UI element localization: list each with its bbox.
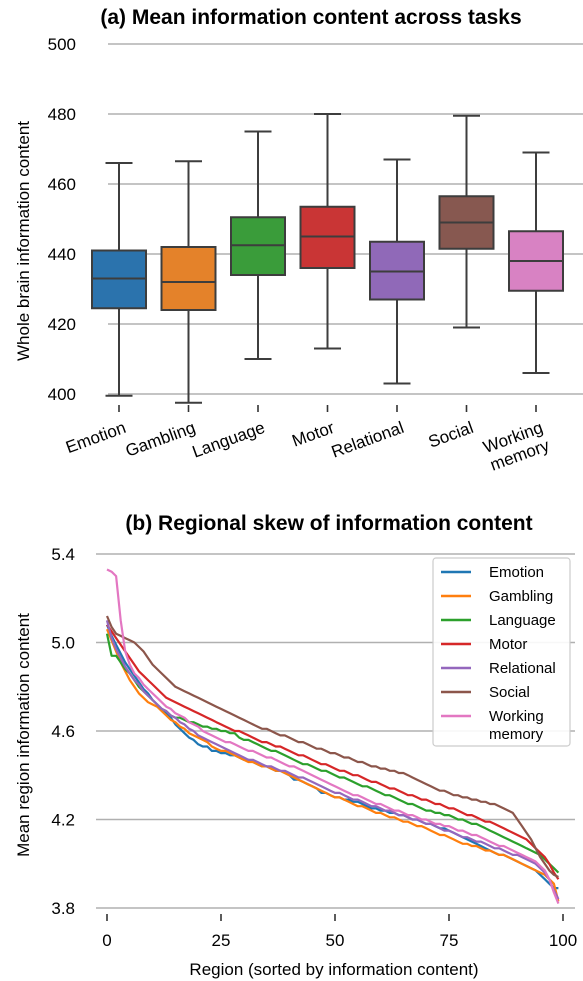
- legend-item: Motor: [441, 636, 527, 653]
- box-gambling: [160, 160, 217, 404]
- y-tick-label: 400: [48, 385, 76, 404]
- x-tick-label-line: Gambling: [123, 418, 198, 461]
- panel-a-y-ticks: 400 420 440 460 480 500: [48, 35, 76, 404]
- legend-label-line: Language: [489, 612, 556, 629]
- x-tick-label: Social: [426, 418, 476, 452]
- legend-label: Emotion: [489, 564, 544, 581]
- box-motor: [299, 113, 356, 350]
- panel-a-title: (a) Mean information content across task…: [100, 6, 521, 29]
- x-tick-label: Emotion: [63, 418, 128, 457]
- series-line-relational: [105, 620, 560, 900]
- legend-label-line: Working: [489, 708, 544, 725]
- panel-a-boxes: [91, 113, 564, 404]
- box-iqr: [160, 246, 217, 311]
- panel-b-y-ticks: 3.8 4.2 4.6 5.0 5.4: [51, 545, 75, 918]
- y-tick-label: 500: [48, 35, 76, 54]
- y-tick-label: 480: [48, 105, 76, 124]
- box-working-memory: [508, 151, 564, 374]
- legend-label: Motor: [489, 636, 527, 653]
- legend-label-line: Gambling: [489, 588, 553, 605]
- y-tick-label: 5.4: [51, 545, 75, 564]
- box-emotion: [91, 162, 147, 397]
- x-tick-label: Gambling: [123, 418, 198, 461]
- legend-item: Language: [441, 612, 556, 629]
- legend-label-line: Motor: [489, 636, 527, 653]
- box-social: [438, 114, 495, 329]
- x-tick-label: 100: [549, 931, 577, 950]
- x-tick-label-line: Emotion: [63, 418, 128, 457]
- panel-b-series: [105, 568, 560, 905]
- series-line-social: [105, 615, 559, 878]
- panel-b-y-axis-label: Mean region information content: [14, 613, 33, 857]
- legend-label-line: Social: [489, 684, 530, 701]
- legend-label: Language: [489, 612, 556, 629]
- y-tick-label: 5.0: [51, 634, 75, 653]
- x-tick-label-line: Social: [426, 418, 476, 452]
- x-tick-label: 75: [440, 931, 459, 950]
- x-tick-label-line: Language: [190, 418, 268, 462]
- legend-label: Gambling: [489, 588, 553, 605]
- panel-a-y-axis-label: Whole brain information content: [14, 121, 33, 361]
- legend-label-line: Emotion: [489, 564, 544, 581]
- panel-b-x-ticks: 0 25 50 75 100: [102, 914, 577, 950]
- series-line-language: [105, 633, 560, 874]
- panel-b: (b) Regional skew of information content…: [14, 512, 577, 979]
- y-tick-label: 420: [48, 315, 76, 334]
- legend-label: Relational: [489, 660, 556, 677]
- x-tick-label: Relational: [329, 418, 407, 462]
- panel-b-title: (b) Regional skew of information content: [125, 512, 532, 535]
- legend-box: [432, 557, 571, 747]
- y-tick-label: 4.6: [51, 722, 75, 741]
- series-line-motor: [106, 624, 560, 880]
- legend-label-line: memory: [489, 726, 544, 743]
- legend-label: Social: [489, 684, 530, 701]
- x-tick-label: 50: [326, 931, 345, 950]
- legend-item: Emotion: [441, 564, 544, 581]
- box-relational: [369, 158, 425, 385]
- x-tick-label-line: Relational: [329, 418, 407, 462]
- x-tick-label: 0: [102, 931, 111, 950]
- y-tick-label: 3.8: [51, 899, 75, 918]
- panel-a: (a) Mean information content across task…: [14, 6, 583, 475]
- legend-label: Working memory: [489, 708, 544, 743]
- series-line-gambling: [105, 628, 560, 902]
- x-tick-label: Language: [190, 418, 268, 462]
- legend-item: Relational: [441, 660, 556, 677]
- legend-item: Gambling: [441, 588, 553, 605]
- series-line-working-memory: [106, 568, 560, 905]
- panel-b-x-axis-label: Region (sorted by information content): [189, 960, 478, 979]
- y-tick-label: 4.2: [51, 811, 75, 830]
- legend-item: Working memory: [441, 708, 544, 743]
- legend-label-line: Relational: [489, 660, 556, 677]
- y-tick-label: 440: [48, 245, 76, 264]
- legend-item: Social: [441, 684, 530, 701]
- y-tick-label: 460: [48, 175, 76, 194]
- panel-b-legend: Emotion Gambling Language Motor Relational So…: [432, 557, 571, 747]
- x-tick-label: 25: [212, 931, 231, 950]
- x-tick-label: Workingmemory: [481, 418, 553, 475]
- box-language: [230, 130, 286, 360]
